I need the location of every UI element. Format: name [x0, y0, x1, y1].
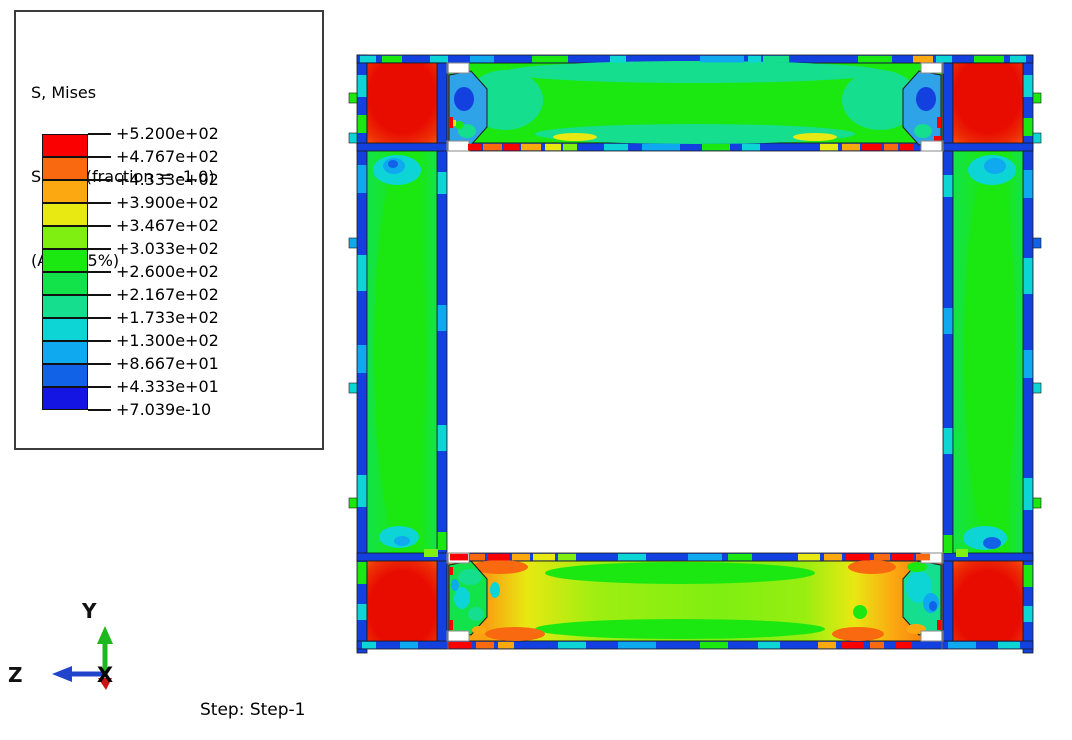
legend-tick-label: +8.667e+01: [116, 354, 219, 373]
legend-swatch: [42, 203, 88, 226]
legend-tick: [88, 340, 111, 342]
legend-tick: [88, 225, 111, 227]
legend-tick-label: +1.733e+02: [116, 308, 219, 327]
y-axis-label: Y: [81, 599, 97, 623]
legend-swatch: [42, 387, 88, 410]
legend-tick: [88, 202, 111, 204]
legend-tick-label: +4.333e+01: [116, 377, 219, 396]
legend-field-name: S, Mises: [31, 83, 97, 102]
legend-swatch: [42, 295, 88, 318]
gusset-plates: [448, 70, 942, 636]
stress-contour-overlays: [373, 61, 1016, 641]
legend-tick: [88, 409, 111, 411]
step-annotation: Step: Step-1 Increment 1170: Step Time =…: [200, 655, 533, 740]
legend-tick: [88, 156, 111, 158]
legend-swatch: [42, 272, 88, 295]
contour-legend: S, Mises SNEG, (fraction = -1.0) (Avg: 7…: [14, 10, 324, 450]
legend-swatch: [42, 341, 88, 364]
legend-titles: S, Mises SNEG, (fraction = -1.0) (Avg: 7…: [31, 23, 215, 331]
x-axis-marker: [98, 678, 112, 690]
gusset-contour-details: [449, 87, 942, 634]
legend-swatch: [42, 157, 88, 180]
axis-triad: Y Z X: [8, 599, 113, 690]
legend-tick: [88, 179, 111, 181]
legend-tick-label: +1.300e+02: [116, 331, 219, 350]
legend-swatch: [42, 134, 88, 157]
legend-tick: [88, 317, 111, 319]
legend-tick: [88, 248, 111, 250]
y-axis-arrowhead: [97, 626, 113, 644]
legend-tick: [88, 386, 111, 388]
flange-contour-segments: [357, 55, 1033, 649]
legend-swatch: [42, 249, 88, 272]
legend-swatch: [42, 180, 88, 203]
legend-tick: [88, 363, 111, 365]
corner-panel-zones: [366, 62, 1024, 642]
legend-tick-label: +4.767e+02: [116, 147, 219, 166]
legend-colorbar: +5.200e+02 +4.767e+02 +4.333e+02 +3.900e+02…: [16, 12, 322, 448]
legend-tick-label: +3.033e+02: [116, 239, 219, 258]
legend-tick: [88, 133, 111, 135]
legend-section-point: SNEG, (fraction = -1.0): [31, 167, 215, 186]
x-axis-label: X: [97, 663, 113, 687]
z-axis-arrowhead: [52, 666, 72, 682]
legend-swatch: [42, 226, 88, 249]
legend-swatch: [42, 364, 88, 387]
end-plate-lines: [447, 63, 943, 649]
legend-tick-label: +2.600e+02: [116, 262, 219, 281]
legend-swatch: [42, 318, 88, 341]
legend-tick: [88, 271, 111, 273]
stiffener-tabs: [348, 92, 1042, 509]
step-line: Step: Step-1: [200, 700, 306, 720]
legend-tick-label: +4.333e+02: [116, 170, 219, 189]
legend-tick-label: +5.200e+02: [116, 124, 219, 143]
legend-tick-label: +2.167e+02: [116, 285, 219, 304]
legend-tick-label: +3.900e+02: [116, 193, 219, 212]
legend-tick-label: +3.467e+02: [116, 216, 219, 235]
legend-tick-label: +7.039e-10: [116, 400, 212, 419]
z-axis-label: Z: [8, 663, 23, 687]
legend-tick: [88, 294, 111, 296]
